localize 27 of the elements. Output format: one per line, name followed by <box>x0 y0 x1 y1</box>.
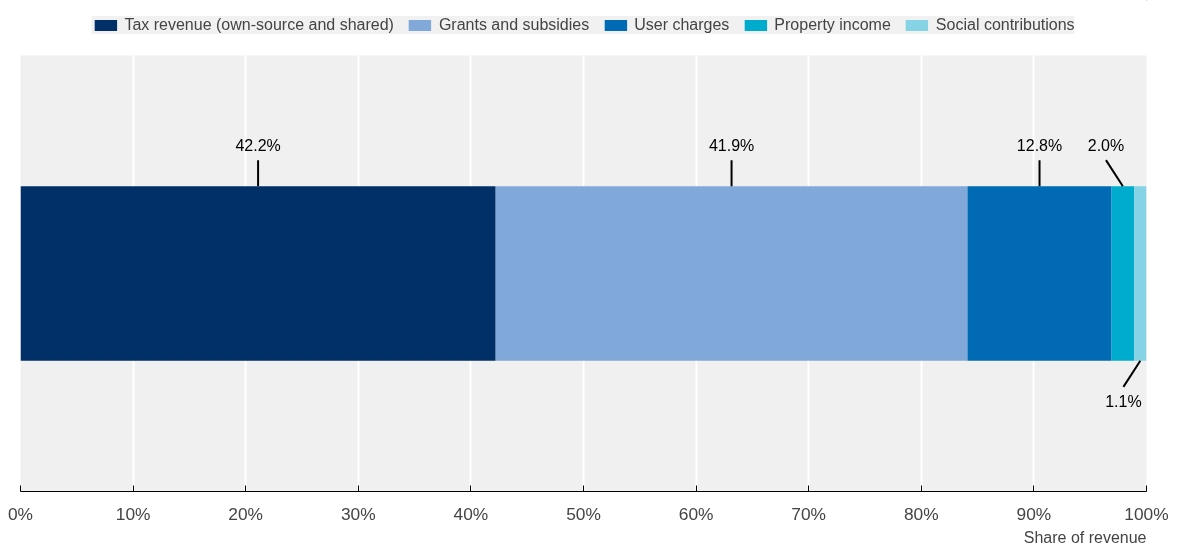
x-axis-title: Share of revenue <box>1023 528 1147 546</box>
legend-label: Grants and subsidies <box>438 16 590 34</box>
legend-label: Social contributions <box>935 16 1075 34</box>
x-tick-label: 60% <box>678 503 714 524</box>
data-label: 12.8% <box>1016 136 1063 154</box>
x-tick-label: 50% <box>566 503 601 524</box>
bar <box>495 186 968 361</box>
x-tick-label: 90% <box>1016 503 1052 524</box>
legend-label: Tax revenue (own-source and shared) <box>124 16 394 34</box>
data-label: 1.1% <box>1105 393 1142 411</box>
bar <box>1134 186 1147 361</box>
data-label: 2.0% <box>1087 136 1125 154</box>
x-tick-label: 100% <box>1124 503 1169 524</box>
data-label: 41.9% <box>708 136 755 154</box>
legend-label: Property income <box>774 16 891 34</box>
x-tick-label: 70% <box>791 503 827 524</box>
x-tick-label: 30% <box>340 503 376 524</box>
legend-label: User charges <box>634 16 730 34</box>
bar <box>1111 186 1135 361</box>
x-tick-label: 0% <box>7 503 34 524</box>
x-tick-label: 80% <box>903 503 939 524</box>
x-tick-label: 20% <box>228 503 264 524</box>
x-tick-label: 40% <box>453 503 489 524</box>
bar <box>20 186 496 361</box>
bar <box>967 186 1112 361</box>
data-label: 42.2% <box>235 136 281 154</box>
x-tick-label: 10% <box>115 503 151 524</box>
